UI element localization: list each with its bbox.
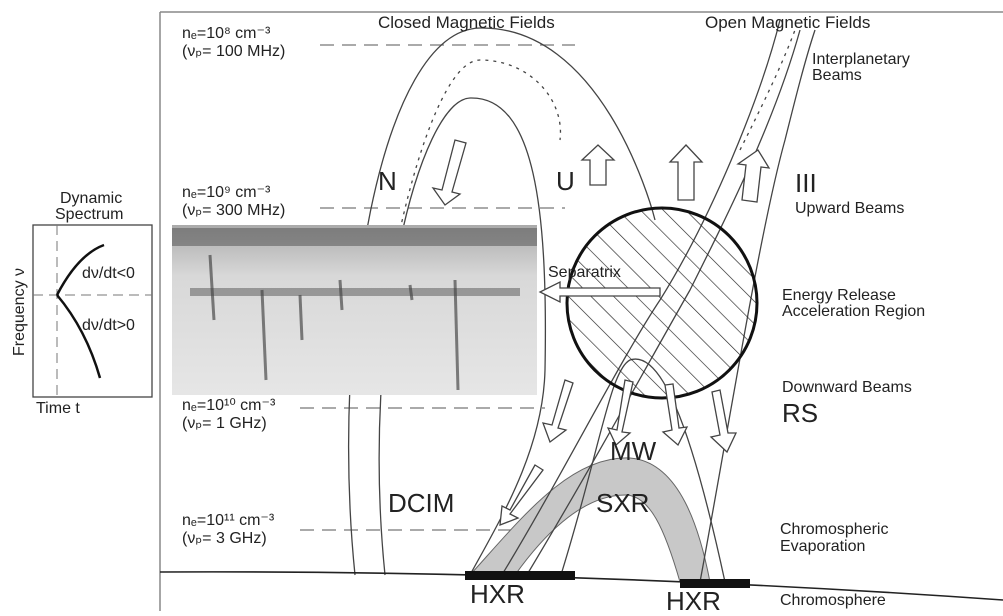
frequency-label: (νₚ= 100 MHz) bbox=[182, 43, 285, 60]
u-label: U bbox=[556, 166, 575, 196]
inset bbox=[33, 225, 152, 397]
density-label: nₑ=10¹⁰ cm⁻³ bbox=[182, 397, 276, 414]
frequency-label: (νₚ= 3 GHz) bbox=[182, 530, 267, 547]
inset-x-label: Time t bbox=[36, 400, 80, 417]
acceleration-region bbox=[567, 208, 757, 398]
hxr-label: HXR bbox=[470, 579, 525, 609]
type-iii-label: III bbox=[795, 168, 817, 198]
evaporation-label: Chromospheric bbox=[780, 521, 888, 538]
frequency-label: (νₚ= 1 GHz) bbox=[182, 415, 267, 432]
density-label: nₑ=10⁸ cm⁻³ bbox=[182, 25, 271, 42]
density-label: nₑ=10¹¹ cm⁻³ bbox=[182, 512, 275, 529]
chromosphere-label: Chromosphere bbox=[780, 592, 886, 609]
density-label: nₑ=10⁹ cm⁻³ bbox=[182, 184, 271, 201]
downward-beams-label: Downward Beams bbox=[782, 379, 912, 396]
upward-beams-label: Upward Beams bbox=[795, 200, 904, 217]
spectrogram bbox=[172, 225, 537, 395]
evaporation-label: Evaporation bbox=[780, 538, 865, 555]
inset-title: Dynamic bbox=[60, 190, 122, 207]
energy-release-label: Acceleration Region bbox=[782, 303, 925, 320]
inset-lower-label: dν/dt>0 bbox=[82, 317, 135, 334]
sxr-label: SXR bbox=[596, 488, 649, 518]
separatrix-label: Separatrix bbox=[548, 264, 621, 281]
interplanetary-label: Beams bbox=[812, 67, 862, 84]
hxr-label: HXR bbox=[666, 586, 721, 611]
frequency-label: (νₚ= 300 MHz) bbox=[182, 202, 285, 219]
inset-y-label: Frequency ν bbox=[11, 268, 28, 356]
inset-title: Spectrum bbox=[55, 206, 123, 223]
n-label: N bbox=[378, 166, 397, 196]
closed-fields-label: Closed Magnetic Fields bbox=[378, 13, 555, 32]
energy-release-label: Energy Release bbox=[782, 287, 896, 304]
open-fields-label: Open Magnetic Fields bbox=[705, 13, 870, 32]
interplanetary-label: Interplanetary bbox=[812, 51, 910, 68]
dcim-label: DCIM bbox=[388, 488, 454, 518]
rs-label: RS bbox=[782, 398, 818, 428]
mw-label: MW bbox=[610, 436, 657, 466]
inset-upper-label: dν/dt<0 bbox=[82, 265, 135, 282]
diagram: Closed Magnetic Fields Open Magnetic Fie… bbox=[0, 0, 1003, 611]
